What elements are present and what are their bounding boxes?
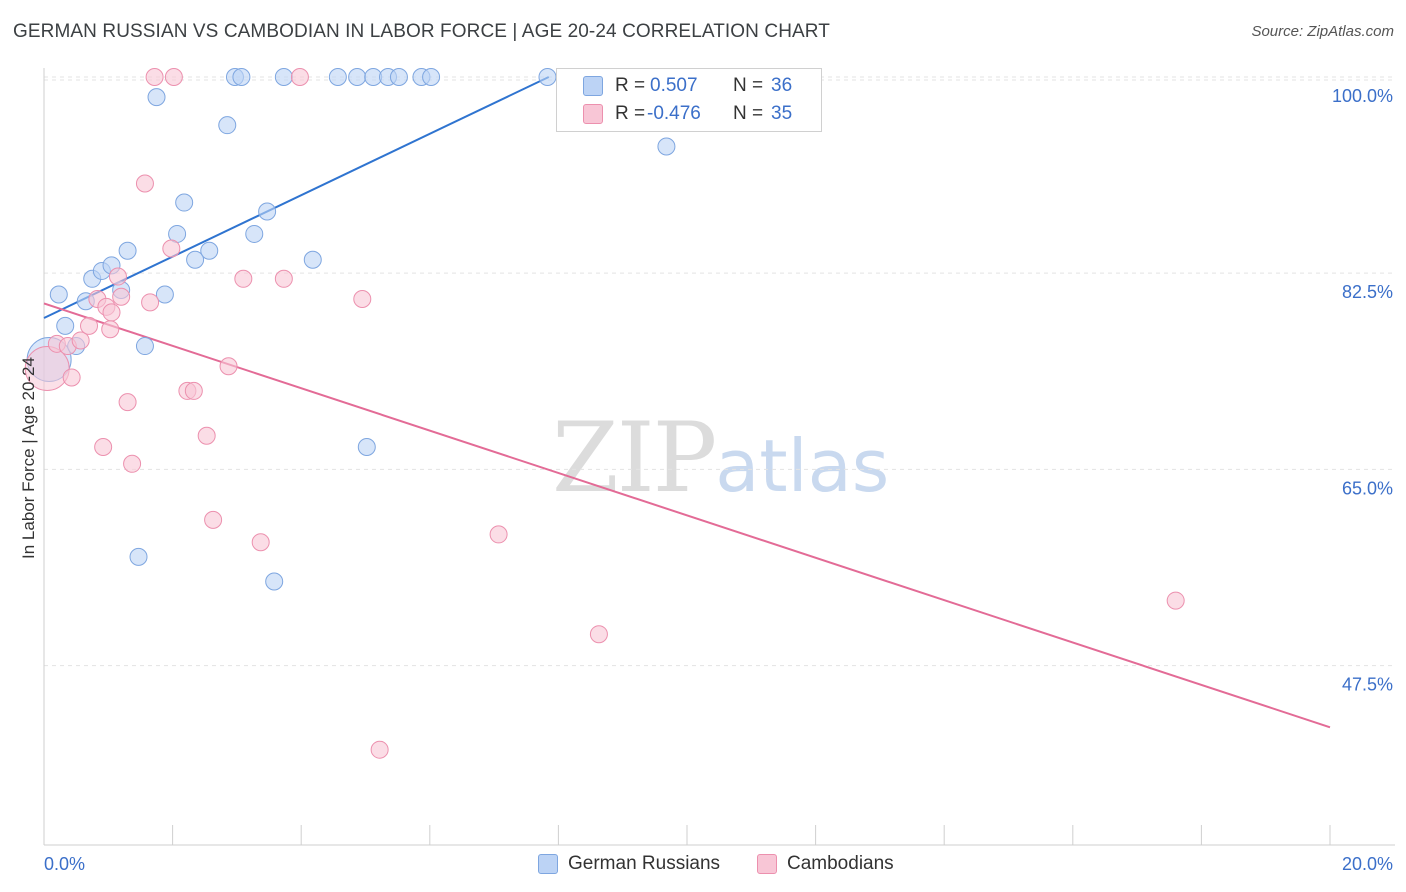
legend-r-value: -0.476 (647, 103, 701, 124)
data-point-german-russians (265, 572, 284, 591)
correlation-legend: R = 0.507 N = 36 R = -0.476 N = 35 (556, 68, 822, 132)
data-point-cambodians (135, 174, 154, 193)
y-tick-label: 47.5% (1342, 675, 1393, 695)
data-point-german-russians (274, 67, 293, 86)
y-axis-label: In Labor Force | Age 20-24 (19, 357, 38, 559)
y-tick-label: 65.0% (1342, 478, 1393, 498)
trend-line-cambodians (43, 302, 1331, 729)
legend-label: Cambodians (787, 853, 894, 874)
legend-n-value: 36 (771, 75, 793, 96)
data-point-cambodians (589, 625, 608, 644)
chart-title: GERMAN RUSSIAN VS CAMBODIAN IN LABOR FOR… (13, 21, 830, 42)
source-credit[interactable]: Source: ZipAtlas.com (1251, 23, 1394, 40)
data-point-cambodians (370, 740, 389, 759)
watermark-atlas: atlas (715, 424, 890, 508)
data-point-cambodians (80, 316, 99, 335)
data-point-german-russians (200, 241, 219, 260)
data-point-cambodians (123, 454, 142, 473)
data-point-german-russians (135, 337, 154, 356)
legend-n-label: N = (733, 75, 764, 96)
data-point-german-russians (389, 67, 408, 86)
legend-r-label: R = (615, 75, 646, 96)
data-point-german-russians (118, 241, 137, 260)
legend-label: German Russians (568, 853, 721, 874)
blue-swatch (538, 854, 558, 874)
data-point-cambodians (145, 67, 164, 86)
data-points (24, 67, 1185, 759)
data-point-german-russians (348, 67, 367, 86)
data-point-cambodians (102, 303, 121, 322)
y-tick-label: 100.0% (1332, 86, 1393, 106)
tick-labels: 100.0% 82.5% 65.0% 47.5% 0.0% 20.0% (44, 86, 1393, 874)
data-point-cambodians (353, 289, 372, 308)
pink-swatch (583, 104, 603, 124)
legend-r-value: 0.507 (650, 75, 698, 96)
watermark-zip: ZIP (552, 402, 717, 514)
axes (43, 68, 1395, 846)
data-point-cambodians (101, 320, 120, 339)
data-point-cambodians (24, 345, 70, 391)
data-point-german-russians (155, 285, 174, 304)
x-tick-label: 0.0% (44, 854, 85, 874)
data-point-cambodians (251, 533, 270, 552)
legend-item-german-russians[interactable]: German Russians (538, 852, 720, 876)
data-point-cambodians (219, 357, 238, 376)
data-point-cambodians (108, 267, 127, 286)
watermark: ZIPatlas (552, 402, 889, 514)
data-point-cambodians (234, 269, 253, 288)
data-point-german-russians (303, 250, 322, 269)
trend-lines (43, 76, 1331, 729)
legend-n-value: 35 (771, 103, 793, 124)
data-point-german-russians (657, 137, 676, 156)
trend-line-german-russians (43, 76, 550, 319)
data-point-cambodians (62, 368, 81, 387)
pink-swatch (757, 854, 777, 874)
x-tick-label: 20.0% (1342, 854, 1393, 874)
data-point-cambodians (184, 381, 203, 400)
y-tick-label: 82.5% (1342, 282, 1393, 302)
data-point-german-russians (129, 547, 148, 566)
data-point-german-russians (328, 67, 347, 86)
data-point-cambodians (274, 269, 293, 288)
data-point-german-russians (218, 116, 237, 135)
data-point-german-russians (258, 202, 277, 221)
legend-n-label: N = (733, 103, 764, 124)
data-point-german-russians (186, 250, 205, 269)
data-point-cambodians (1166, 591, 1185, 610)
data-point-german-russians (147, 88, 166, 107)
data-point-cambodians (141, 293, 160, 312)
data-point-cambodians (94, 437, 113, 456)
legend-r-label: R = (615, 103, 646, 124)
data-point-cambodians (489, 525, 508, 544)
data-point-cambodians (290, 67, 309, 86)
data-point-german-russians (49, 285, 68, 304)
data-point-german-russians (245, 224, 264, 243)
data-point-german-russians (357, 437, 376, 456)
data-point-german-russians (538, 67, 557, 86)
data-point-german-russians (422, 67, 441, 86)
data-point-german-russians (175, 193, 194, 212)
data-point-cambodians (112, 287, 131, 306)
data-point-cambodians (118, 393, 137, 412)
blue-swatch (583, 76, 603, 96)
legend-item-cambodians[interactable]: Cambodians (757, 852, 894, 876)
data-point-cambodians (162, 239, 181, 258)
data-point-cambodians (204, 510, 223, 529)
data-point-german-russians (56, 316, 75, 335)
data-point-cambodians (164, 67, 183, 86)
data-point-german-russians (232, 67, 251, 86)
data-point-cambodians (71, 331, 90, 350)
data-point-cambodians (197, 426, 216, 445)
